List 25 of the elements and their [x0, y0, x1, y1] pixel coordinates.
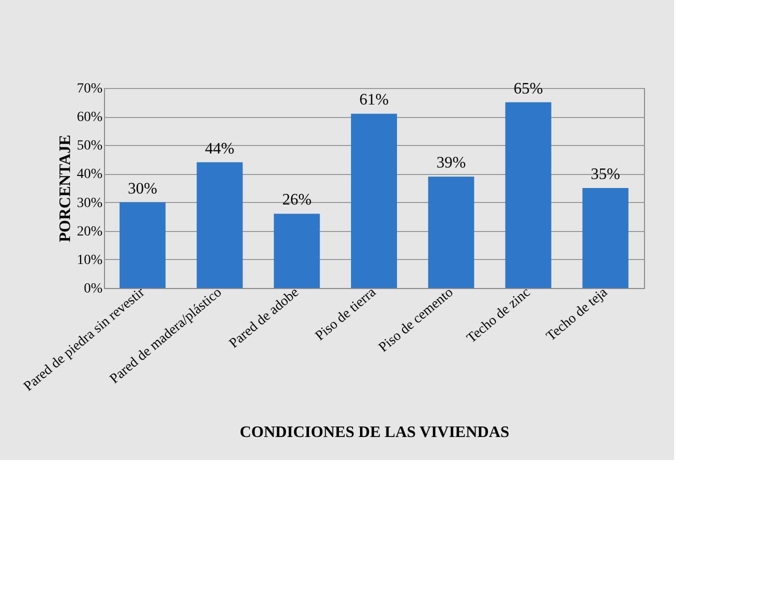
- bar: [120, 202, 166, 288]
- y-tick-label: 50%: [76, 138, 103, 154]
- y-tick-label: 30%: [76, 196, 103, 211]
- y-tick-label: 60%: [76, 110, 103, 126]
- y-tick-label: 70%: [76, 82, 103, 96]
- data-label: 26%: [282, 192, 312, 209]
- bar: [428, 176, 474, 288]
- x-axis-title: CONDICIONES DE LAS VIVIENDAS: [240, 424, 510, 441]
- data-label: 65%: [514, 80, 543, 98]
- x-tick-label: Piso de tierra: [312, 284, 380, 344]
- y-tick-label: 20%: [76, 224, 103, 240]
- bar: [582, 188, 628, 288]
- y-tick-label: 0%: [84, 282, 103, 296]
- y-tick-label: 40%: [76, 167, 103, 182]
- data-label: 35%: [590, 166, 620, 183]
- bar: [274, 214, 320, 288]
- data-label: 39%: [436, 154, 466, 172]
- y-axis-title: PORCENTAJE: [56, 134, 74, 242]
- bar: [196, 162, 243, 288]
- bar: [505, 102, 552, 288]
- y-tick-label: 10%: [76, 252, 103, 268]
- data-label: 30%: [128, 180, 158, 198]
- data-label: 44%: [205, 140, 234, 158]
- data-label: 61%: [359, 92, 389, 109]
- bar: [351, 114, 397, 288]
